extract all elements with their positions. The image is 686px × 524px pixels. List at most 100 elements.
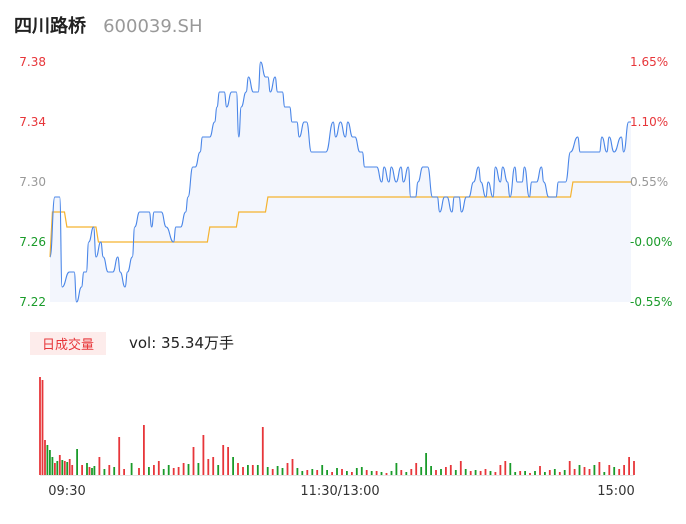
volume-bar	[633, 461, 635, 475]
volume-bar	[207, 459, 210, 475]
volume-bar	[539, 466, 541, 475]
volume-bar	[474, 470, 477, 475]
volume-tag: 日成交量	[30, 332, 107, 355]
volume-bar	[573, 469, 576, 475]
volume-bar	[182, 463, 185, 475]
volume-bar	[286, 463, 289, 475]
volume-bar	[49, 450, 51, 475]
volume-bar	[167, 465, 170, 475]
volume-bar	[499, 465, 502, 475]
volume-bar	[281, 468, 284, 475]
volume-bar	[316, 470, 319, 475]
volume-bar	[623, 465, 625, 475]
volume-bar	[71, 465, 74, 475]
y-tick-label-left: 7.34	[19, 115, 46, 129]
volume-bar	[519, 471, 522, 475]
volume-bar	[118, 437, 121, 475]
y-tick-label-right: 1.65%	[630, 55, 668, 69]
volume-bar	[583, 467, 586, 475]
volume-bar	[544, 472, 546, 475]
volume-bar	[593, 465, 596, 475]
y-tick-label-right: 1.10%	[630, 115, 668, 129]
volume-bar	[222, 445, 225, 475]
volume-bar	[187, 464, 190, 475]
volume-bar	[148, 467, 150, 475]
volume-bar	[44, 440, 46, 475]
volume-bar	[440, 469, 442, 475]
y-tick-label-left: 7.38	[19, 55, 46, 69]
volume-bar	[598, 462, 601, 475]
volume-bar	[153, 465, 155, 475]
volume-bar	[568, 461, 571, 475]
volume-bar	[553, 469, 556, 475]
y-tick-label-right: -0.00%	[630, 235, 672, 249]
volume-bar	[321, 465, 324, 475]
volume-bar	[351, 472, 353, 475]
volume-bar	[514, 472, 517, 475]
volume-bar	[98, 457, 101, 475]
x-tick-label: 11:30/13:00	[300, 484, 379, 499]
volume-bar	[489, 471, 492, 475]
volume-bar	[435, 470, 437, 475]
volume-bar	[63, 461, 66, 475]
volume-bar	[58, 455, 61, 475]
volume-bar	[291, 459, 294, 475]
volume-bar	[445, 467, 447, 475]
volume-bar	[355, 468, 358, 475]
volume-bar	[618, 469, 621, 475]
volume-bar	[202, 435, 205, 475]
volume-bar	[459, 461, 462, 475]
volume-bar	[494, 472, 497, 475]
volume-bar	[464, 469, 467, 475]
stock-header: 四川路桥 600039.SH	[14, 12, 203, 38]
volume-bar	[61, 460, 64, 475]
volume-bar	[336, 468, 338, 475]
stock-code: 600039.SH	[103, 16, 203, 37]
volume-bar	[425, 453, 427, 475]
volume-bar	[410, 469, 413, 475]
volume-bar	[390, 471, 393, 475]
volume-bar	[157, 461, 160, 475]
stock-name: 四川路桥	[14, 16, 86, 37]
volume-bar	[217, 465, 220, 475]
volume-bar	[172, 468, 175, 475]
volume-bar	[365, 470, 368, 475]
volume-bar	[608, 465, 611, 475]
volume-bar	[385, 473, 388, 475]
volume-bar	[415, 463, 418, 475]
volume-bar	[524, 471, 526, 475]
volume-bar	[529, 473, 531, 475]
volume-bar	[504, 461, 507, 475]
volume-bar	[326, 470, 328, 475]
volume-bar	[534, 471, 536, 475]
y-tick-label-right: -0.55%	[630, 295, 672, 309]
volume-bar	[76, 449, 78, 475]
volume-bar	[91, 468, 93, 475]
volume-bar	[143, 425, 145, 475]
volume-bar	[370, 471, 373, 475]
volume-bar	[266, 467, 269, 475]
price-line	[49, 61, 631, 303]
volume-bar	[242, 467, 244, 475]
volume-bar	[558, 472, 561, 475]
volume-bar	[563, 470, 566, 475]
volume-bar	[113, 467, 116, 475]
volume-bar	[123, 469, 125, 475]
volume-bar	[509, 463, 512, 475]
volume-bar	[479, 471, 482, 475]
volume-bar	[93, 466, 96, 475]
volume-bar	[306, 470, 309, 475]
volume-bar	[261, 427, 264, 475]
volume-bar	[232, 457, 234, 475]
volume-bar	[56, 461, 59, 475]
volume-bar	[108, 465, 111, 475]
volume-bar	[162, 469, 165, 475]
volume-bar	[484, 469, 487, 475]
volume-bar	[449, 465, 452, 475]
volume-bar	[86, 463, 88, 475]
volume-bar	[405, 472, 408, 475]
volume-bar	[39, 377, 41, 475]
volume-bar	[247, 465, 249, 475]
volume-bar	[88, 467, 91, 475]
